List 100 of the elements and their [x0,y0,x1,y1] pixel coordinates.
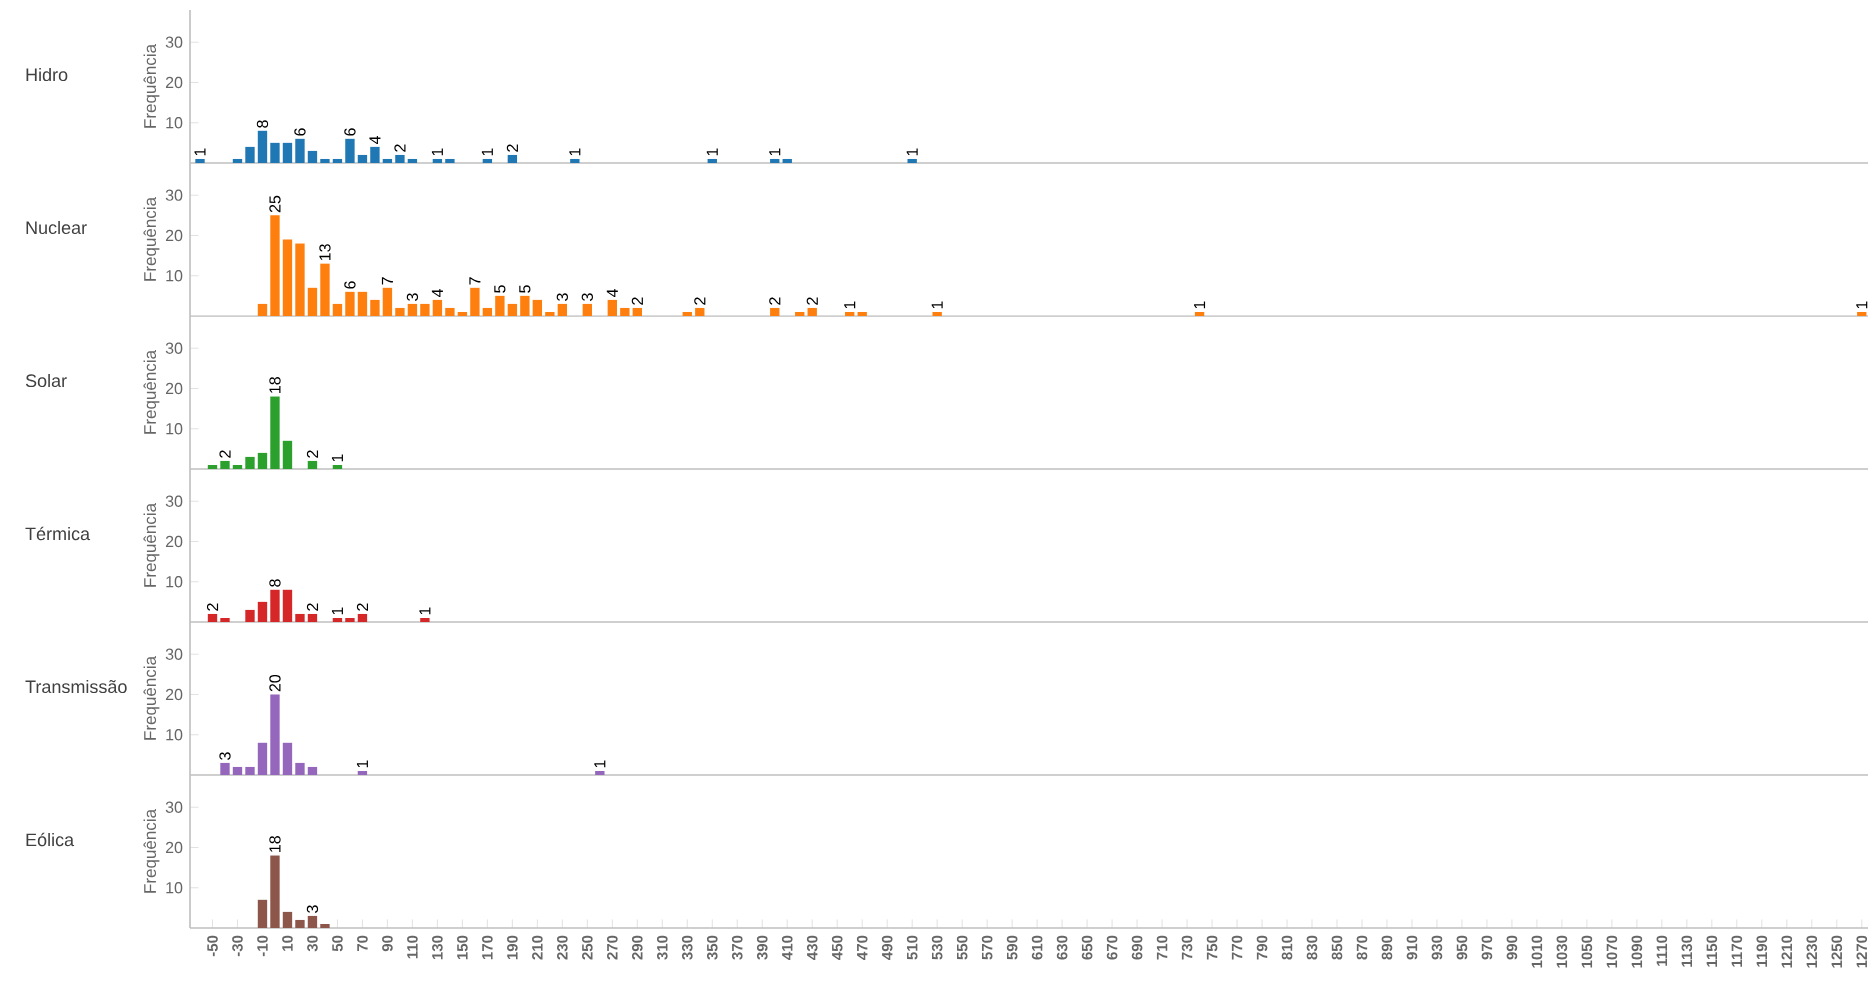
bar [245,766,255,775]
bar [370,146,380,163]
bar [507,303,518,316]
x-tick-label: 110 [407,935,418,959]
y-tick-label: 20 [165,76,183,89]
bar [407,158,418,163]
bar [245,609,255,622]
bar [782,158,792,163]
bar [595,770,605,775]
bar [620,307,630,316]
data-label: 4 [606,289,618,298]
bar [220,762,230,775]
x-tick-label: 850 [1331,935,1343,960]
bar [307,460,318,469]
x-tick-label: 370 [731,935,743,960]
x-tick-label: 590 [1006,935,1018,960]
data-label: 1 [1194,301,1206,309]
x-tick-label: 1190 [1756,935,1768,967]
x-tick-label: 410 [781,935,793,960]
data-label: 2 [769,297,781,305]
x-tick-label: 430 [806,935,818,960]
bar [320,923,330,928]
bar [770,158,780,163]
bar [257,601,268,622]
bar [357,613,368,622]
x-tick-label: 1270 [1856,935,1868,968]
text: Térmica [25,526,91,541]
x-tick-label: 330 [681,935,693,960]
y-axis-title: Frequência [143,44,160,128]
bar [507,154,518,163]
bar [282,142,293,163]
bar [270,589,280,622]
bar [207,613,218,622]
x-tick-label: 490 [881,935,893,960]
x-tick-label: 1090 [1631,935,1643,968]
y-tick-label: 10 [166,729,183,741]
bar [282,589,293,622]
bar [245,456,255,469]
bar [295,138,305,163]
bar [857,311,867,316]
x-tick-label: 30 [307,935,318,952]
data-label: 5 [519,285,531,293]
x-tick-label: 290 [632,935,643,960]
data-label: 8 [269,579,281,587]
bar [370,299,380,316]
data-label: 6 [294,128,306,136]
data-label: 13 [319,244,331,261]
data-label: 5 [494,285,506,293]
x-tick-label: 310 [656,935,668,960]
data-label: 2 [306,603,319,611]
y-tick-label: 30 [165,801,183,813]
y-axis-title: Frequência [143,197,160,281]
x-tick-label: 670 [1106,935,1118,960]
x-tick-label: 730 [1181,935,1193,960]
bar [795,311,805,316]
x-tick-label: -50 [207,935,218,957]
x-tick-label: 610 [1031,935,1043,960]
bar [257,452,268,469]
bar [545,311,555,316]
x-tick-label: 1210 [1781,935,1793,968]
data-label: 4 [369,136,381,145]
bar [282,440,293,469]
bar [432,158,443,163]
x-tick-label: 350 [706,935,718,960]
bar [382,158,393,163]
bar [395,154,405,163]
bar [582,303,593,316]
bar [257,303,268,316]
bar [907,158,917,163]
bar [482,307,493,316]
bar [357,154,368,163]
bar [295,762,305,775]
y-tick-label: 30 [165,342,183,354]
bar [282,742,293,775]
bar [307,613,318,622]
y-tick-label: 10 [166,882,183,894]
text: Transmissão [25,679,127,694]
bar [332,303,343,316]
x-tick-label: 890 [1381,935,1393,960]
x-tick-label: 1250 [1831,935,1843,968]
x-tick-label: 1150 [1706,935,1718,967]
x-tick-label: 1010 [1531,935,1543,968]
bar [807,307,817,316]
y-tick-label: 10 [166,576,183,588]
data-label: 7 [469,277,481,285]
x-tick-label: 70 [357,935,368,952]
data-label: 1 [1856,301,1868,309]
x-tick-label: 450 [831,935,843,960]
data-label: 18 [269,836,281,852]
x-tick-label: 790 [1256,935,1268,960]
x-tick-label: 210 [532,935,543,960]
data-label: 1 [569,148,581,156]
data-label: 1 [931,301,943,309]
bar [482,158,493,163]
bar [570,158,580,163]
x-tick-label: 910 [1406,935,1418,960]
data-label: 2 [631,297,643,305]
bar [520,295,530,316]
x-tick-label: 710 [1156,935,1168,960]
x-tick-label: 470 [856,935,868,960]
